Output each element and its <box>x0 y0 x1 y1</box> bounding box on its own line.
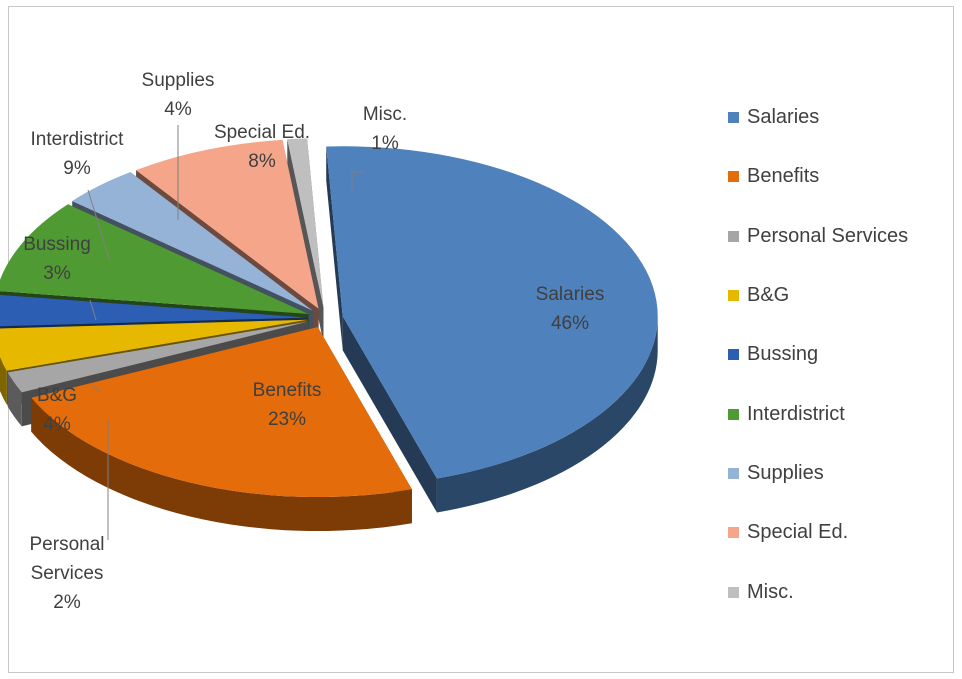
legend-item-bussing: Bussing <box>728 325 908 384</box>
legend-swatch <box>728 230 739 242</box>
leader-line-4 <box>89 299 97 321</box>
pie-tops <box>0 138 658 498</box>
legend-label: Bussing <box>747 343 819 366</box>
legend-item-benefits: Benefits <box>728 147 908 206</box>
slice-label-2: Personal Services 2% <box>30 534 105 613</box>
slice-misc- <box>287 138 324 309</box>
slice-label-0: Salaries 46% <box>536 284 605 334</box>
slice-supplies <box>72 172 313 311</box>
slice-label-4: Bussing 3% <box>23 234 91 284</box>
legend-swatch <box>728 408 739 420</box>
leader-line-5 <box>91 384 101 393</box>
legend-swatch <box>728 586 739 598</box>
slice-label-3: B&G 4% <box>37 385 77 435</box>
slice-salaries <box>326 146 658 479</box>
slice-rim-3-0 <box>0 357 7 405</box>
slice-special-ed- <box>136 139 319 309</box>
leader-line-1 <box>87 189 111 263</box>
slice-b-g <box>0 319 308 371</box>
legend-swatch <box>728 527 739 539</box>
legend-item-b-g: B&G <box>728 266 908 325</box>
slice-label-6: Supplies 4% <box>142 70 215 120</box>
slice-wall-0-0 <box>326 146 343 351</box>
legend-label: Misc. <box>747 580 794 603</box>
legend-label: Special Ed. <box>747 521 849 544</box>
legend-label: Personal Services <box>747 224 909 247</box>
slice-bussing <box>0 294 308 327</box>
slice-rim-1-0 <box>31 397 412 532</box>
slice-label-7: Special Ed. 8% <box>214 122 310 172</box>
leader-line-3 <box>351 171 364 190</box>
slice-label-5: Interdistrict 9% <box>31 129 125 179</box>
legend-item-salaries: Salaries <box>728 88 908 147</box>
legend-swatch <box>728 349 739 361</box>
legend-item-supplies: Supplies <box>728 444 908 503</box>
slice-rim-2-0 <box>7 372 22 427</box>
slice-label-1: Benefits 23% <box>253 380 322 430</box>
legend-label: Interdistrict <box>747 402 845 425</box>
slice-interdistrict <box>0 204 309 314</box>
legend-item-personal-services: Personal Services <box>728 207 908 266</box>
slice-personal-services <box>7 321 309 393</box>
slice-rim-0-0 <box>436 316 658 513</box>
legend-label: B&G <box>747 284 790 307</box>
legend-item-interdistrict: Interdistrict <box>728 384 908 443</box>
slice-label-8: Misc. 1% <box>363 104 407 154</box>
legend-swatch <box>728 290 739 302</box>
slice-benefits <box>31 327 412 498</box>
legend-label: Supplies <box>747 461 824 484</box>
legend-swatch <box>728 112 739 124</box>
legend-item-special-ed-: Special Ed. <box>728 503 908 562</box>
legend-label: Benefits <box>747 165 820 188</box>
slice-labels: Salaries 46% Benefits 23% Personal Services 2%… <box>23 70 604 613</box>
legend: Salaries Benefits Personal Services B&G Buss… <box>728 88 908 622</box>
slice-wall-0-1 <box>342 316 437 513</box>
legend-item-misc-: Misc. <box>728 562 908 621</box>
legend-swatch <box>728 467 739 479</box>
legend-label: Salaries <box>747 106 820 129</box>
legend-swatch <box>728 171 739 183</box>
leader-lines <box>87 125 364 540</box>
